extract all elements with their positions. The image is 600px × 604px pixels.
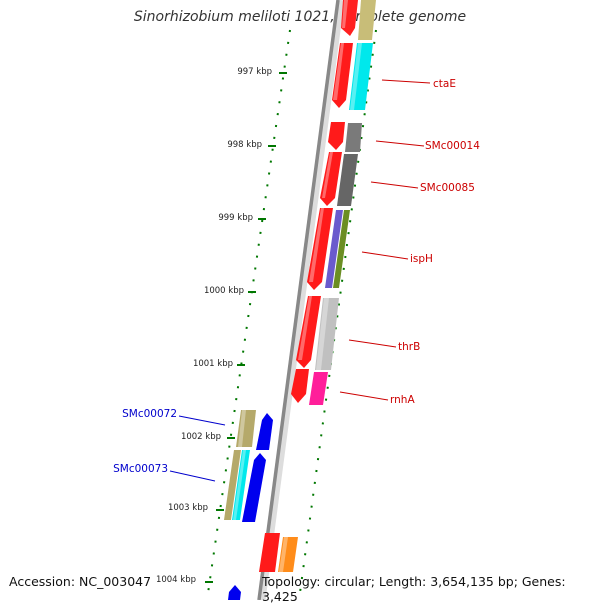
feature-bar-smc00085-gray — [337, 154, 358, 206]
cds-forward-smc00014 — [328, 122, 345, 150]
ruler-label-1000: 1000 kbp — [204, 286, 244, 296]
genome-backbone — [257, 0, 340, 600]
ruler-label-1003: 1003 kbp — [168, 503, 208, 513]
reverse-cds-track — [224, 410, 273, 600]
gene-label-smc00073: SMc00073 — [113, 463, 168, 475]
cds-reverse-smc00073 — [242, 453, 266, 522]
cds-reverse-bottom — [228, 585, 241, 600]
cds-forward-top — [341, 0, 358, 36]
gene-label-smc00072: SMc00072 — [122, 408, 177, 420]
ruler-label-1004: 1004 kbp — [156, 575, 196, 585]
cds-reverse-smc00072 — [256, 413, 273, 450]
ruler-label-999: 999 kbp — [218, 213, 253, 223]
ruler-label-1002: 1002 kbp — [181, 432, 221, 442]
feature-bar-isph-purple — [325, 210, 343, 288]
cds-forward-rnha — [291, 369, 309, 403]
feature-bar-thrb-silver — [315, 298, 339, 370]
gene-label-ctaE: ctaE — [433, 78, 456, 90]
feature-bar-smc00014-gray — [345, 123, 362, 152]
accession-text: Accession: NC_003047 — [9, 574, 152, 589]
feature-bar-rnha-magenta — [309, 372, 328, 405]
gene-label-thrb: thrB — [398, 341, 420, 353]
ruler-tick-marks — [205, 72, 287, 583]
feature-bar-smc00072-khaki — [236, 410, 256, 447]
ruler-label-998: 998 kbp — [227, 140, 262, 150]
ruler-label-1001: 1001 kbp — [193, 359, 233, 369]
gene-label-smc00085: SMc00085 — [420, 182, 475, 194]
feature-bar-ctaE-cyan — [349, 43, 373, 110]
feature-bar-smc00073-cyan — [232, 450, 250, 520]
cds-forward-ctaE-a — [332, 43, 353, 108]
cds-forward-bottom — [259, 533, 280, 572]
feature-bar-bottom-orange — [278, 537, 298, 572]
feature-bar-top-khaki — [358, 0, 376, 40]
gene-label-rnha: rnhA — [390, 394, 415, 406]
genome-title: Sinorhizobium meliloti 1021, complete ge… — [133, 9, 467, 25]
genome-backbone-shadow — [258, 0, 345, 600]
feature-bar-smc00073-khaki — [224, 450, 241, 520]
ruler-dots-left — [206, 29, 291, 600]
feature-bars-right — [278, 0, 376, 572]
forward-cds-track — [259, 0, 358, 572]
feature-bar-isph-olive — [333, 210, 350, 288]
leader-lines-right — [339, 79, 431, 401]
cds-forward-smc00085 — [320, 152, 342, 206]
gene-label-smc00014: SMc00014 — [425, 140, 480, 152]
cds-forward-thrb — [296, 296, 321, 368]
leader-lines-left — [169, 415, 226, 482]
cds-forward-isph — [307, 208, 333, 290]
gene-label-isph: ispH — [410, 253, 433, 265]
ruler-label-997: 997 kbp — [237, 67, 272, 77]
